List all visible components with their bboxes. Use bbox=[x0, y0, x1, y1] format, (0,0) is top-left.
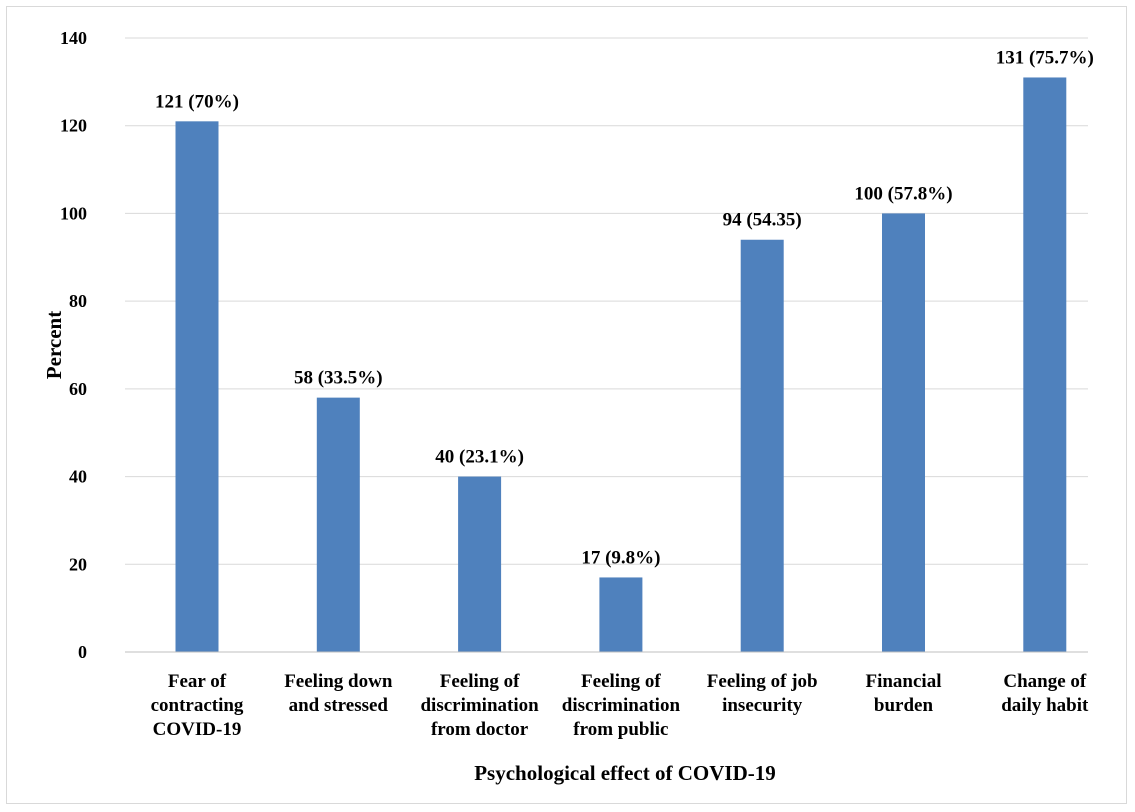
data-label-5: 94 (54.35) bbox=[723, 210, 802, 231]
data-labels: 121 (70%) 58 (33.5%) 40 (23.1%) 17 (9.8%) 94… bbox=[155, 47, 1094, 568]
bar-2 bbox=[316, 397, 360, 652]
bar-4 bbox=[599, 577, 643, 652]
bar-7 bbox=[1023, 77, 1067, 652]
x-tick-label-2-line-2: and stressed bbox=[289, 695, 389, 716]
data-label-1: 121 (70%) bbox=[155, 91, 239, 112]
x-tick-label-5: Feeling of job insecurity bbox=[707, 671, 818, 716]
x-tick-label-4-line-1: Feeling of bbox=[581, 671, 661, 692]
x-tick-label-3-line-3: from doctor bbox=[431, 719, 529, 740]
x-tick-label-5-line-1: Feeling of job bbox=[707, 671, 818, 692]
bar-1 bbox=[175, 121, 219, 653]
x-tick-label-6-line-1: Financial bbox=[865, 671, 941, 692]
x-tick-label-4-line-2: discrimination bbox=[562, 695, 681, 716]
y-tick-label-0: 0 bbox=[78, 642, 87, 662]
x-tick-label-5-line-2: insecurity bbox=[722, 695, 803, 716]
data-label-2: 58 (33.5%) bbox=[294, 368, 383, 389]
data-label-4: 17 (9.8%) bbox=[581, 547, 660, 568]
bars bbox=[175, 77, 1067, 653]
x-axis-title: Psychological effect of COVID-19 bbox=[474, 761, 776, 785]
x-tick-label-6-line-2: burden bbox=[874, 695, 934, 716]
data-label-6: 100 (57.8%) bbox=[854, 183, 952, 204]
x-tick-label-6: Financial burden bbox=[865, 671, 941, 716]
y-tick-label-40: 40 bbox=[69, 467, 87, 487]
y-axis-title: Percent bbox=[42, 311, 66, 379]
x-tick-label-4-line-3: from public bbox=[573, 719, 668, 740]
x-tick-label-3-line-2: discrimination bbox=[420, 695, 539, 716]
y-tick-label-100: 100 bbox=[60, 203, 87, 223]
x-axis-categories: Fear of contracting COVID-19 Feeling down an… bbox=[151, 671, 1089, 740]
gridlines bbox=[125, 37, 1088, 565]
bar-5 bbox=[740, 239, 784, 652]
x-tick-label-2-line-1: Feeling down bbox=[284, 671, 393, 692]
x-tick-label-7-line-1: Change of bbox=[1003, 671, 1087, 692]
x-tick-label-1: Fear of contracting COVID-19 bbox=[151, 671, 244, 740]
x-tick-label-2: Feeling down and stressed bbox=[284, 671, 393, 716]
x-tick-label-7-line-2: daily habit bbox=[1001, 695, 1089, 716]
y-tick-label-60: 60 bbox=[69, 379, 87, 399]
x-tick-label-1-line-1: Fear of bbox=[168, 671, 227, 692]
y-tick-label-140: 140 bbox=[60, 28, 87, 48]
x-tick-label-3: Feeling of discrimination from doctor bbox=[420, 671, 539, 740]
x-tick-label-7: Change of daily habit bbox=[1001, 671, 1089, 716]
data-label-7: 131 (75.7%) bbox=[996, 47, 1094, 68]
bar-6 bbox=[882, 213, 925, 652]
x-tick-label-1-line-2: contracting bbox=[151, 695, 244, 716]
y-tick-label-80: 80 bbox=[69, 291, 87, 311]
x-tick-label-4: Feeling of discrimination from public bbox=[562, 671, 681, 740]
bar-3 bbox=[458, 476, 502, 652]
x-tick-label-3-line-1: Feeling of bbox=[440, 671, 520, 692]
y-axis-ticks: 0 20 40 60 80 100 120 140 bbox=[60, 28, 87, 662]
y-tick-label-20: 20 bbox=[69, 554, 87, 574]
y-tick-label-120: 120 bbox=[60, 116, 87, 136]
x-tick-label-1-line-3: COVID-19 bbox=[153, 719, 242, 740]
data-label-3: 40 (23.1%) bbox=[435, 447, 524, 468]
